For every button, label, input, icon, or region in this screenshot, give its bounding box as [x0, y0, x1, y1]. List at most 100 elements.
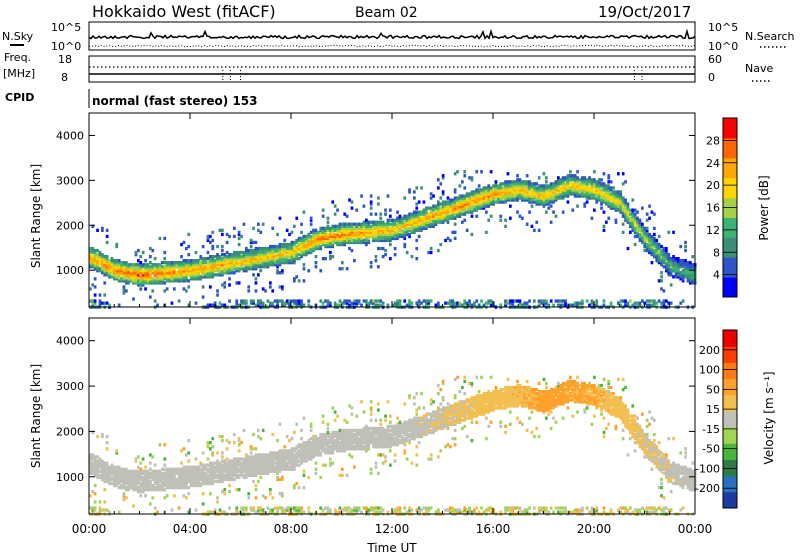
power-cell: [446, 204, 450, 208]
power-cell: [564, 194, 567, 198]
power-cell: [386, 236, 390, 241]
velocity-cell: [139, 461, 143, 465]
power-cell: [660, 301, 663, 305]
velocity-cell: [237, 449, 241, 453]
power-cell: [305, 250, 308, 255]
power-cell: [139, 281, 143, 285]
power-cell: [681, 273, 685, 277]
power-cell: [451, 214, 455, 218]
power-cell: [614, 190, 618, 194]
power-cell: [367, 226, 371, 230]
power-cell: [602, 224, 606, 228]
velocity-cell: [216, 451, 219, 455]
power-cell: [552, 186, 555, 190]
power-cell: [425, 303, 428, 307]
power-cell: [223, 263, 227, 267]
power-cell: [269, 244, 272, 249]
power-cell: [509, 180, 512, 184]
power-cell: [554, 184, 558, 188]
power-cell: [422, 218, 426, 222]
power-cell: [194, 301, 198, 305]
power-cell: [605, 220, 608, 224]
power-cell: [379, 232, 383, 237]
velocity-cell: [235, 488, 239, 492]
power-cell: [312, 232, 315, 237]
velocity-cell: [259, 455, 263, 459]
velocity-cell: [331, 439, 335, 443]
velocity-cell: [201, 481, 205, 486]
power-cell: [542, 204, 546, 208]
power-cell: [384, 238, 387, 243]
power-cell: [410, 255, 414, 259]
power-cell: [331, 238, 335, 243]
velocity-cell: [108, 469, 111, 473]
power-cell: [377, 226, 380, 230]
power-cell: [417, 200, 421, 204]
power-cell: [506, 196, 510, 200]
power-cell: [182, 265, 186, 269]
power-cell: [643, 238, 647, 243]
power-cell: [408, 218, 411, 222]
power-cell: [657, 253, 661, 257]
power-cell: [139, 267, 143, 271]
power-cell: [132, 279, 135, 283]
power-cell: [199, 255, 203, 259]
velocity-cell: [295, 481, 299, 486]
power-cell: [667, 230, 671, 234]
velocity-cell: [307, 447, 311, 451]
power-cell: [290, 242, 294, 247]
power-cell: [151, 271, 155, 275]
power-cell: [554, 214, 558, 218]
power-cell: [144, 273, 147, 277]
power-cell: [163, 265, 167, 269]
power-cell: [504, 184, 507, 188]
power-cell: [225, 263, 229, 267]
power-cell: [489, 192, 493, 196]
velocity-cell: [225, 439, 229, 443]
power-cell: [588, 178, 591, 182]
velocity-cell: [223, 465, 227, 469]
power-cell: [350, 226, 354, 230]
power-cell: [578, 192, 582, 196]
power-cell: [619, 198, 623, 202]
velocity-cell: [355, 414, 359, 418]
velocity-cell: [317, 449, 320, 453]
velocity-cell: [329, 437, 332, 441]
power-cell: [405, 214, 409, 218]
velocity-cell: [235, 461, 239, 465]
velocity-cell: [249, 467, 253, 471]
power-cell: [273, 250, 277, 255]
power-cell: [235, 265, 239, 269]
velocity-cell: [139, 481, 143, 486]
power-cell: [333, 303, 337, 307]
velocity-cell: [165, 467, 169, 471]
power-cell: [105, 259, 109, 263]
power-cell: [480, 170, 483, 174]
power-cell: [345, 226, 349, 230]
power-cell: [276, 263, 279, 267]
power-cell: [559, 190, 563, 194]
velocity-cell: [307, 506, 311, 510]
power-cell: [415, 238, 419, 243]
power-cell: [249, 259, 253, 263]
power-cell: [333, 240, 337, 245]
velocity-cell: [345, 447, 349, 451]
power-cell: [645, 236, 649, 241]
power-cell: [237, 257, 241, 261]
velocity-cell: [245, 465, 248, 469]
power-cell: [533, 194, 536, 198]
velocity-cell: [93, 492, 97, 496]
velocity-cell: [185, 473, 188, 477]
power-cell: [626, 220, 630, 224]
velocity-cell: [216, 473, 219, 477]
power-cell: [494, 192, 498, 196]
power-cell: [180, 277, 183, 281]
power-cell: [470, 202, 474, 206]
power-cell: [348, 224, 351, 228]
power-cell: [638, 234, 642, 239]
power-cell: [425, 299, 428, 303]
velocity-cell: [285, 451, 289, 455]
power-cell: [429, 224, 433, 228]
power-cell: [434, 218, 438, 222]
power-cell: [509, 204, 512, 208]
